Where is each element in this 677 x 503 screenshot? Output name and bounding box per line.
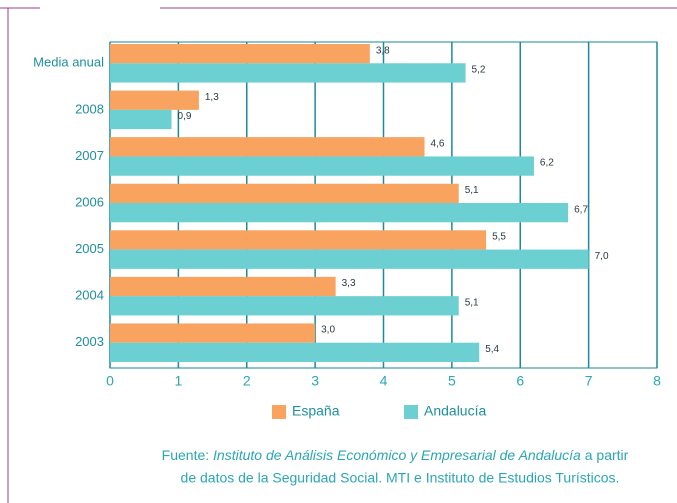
legend-swatch [272,405,286,419]
value-label: 5,4 [485,344,499,355]
x-tick-label: 0 [106,373,114,389]
legend-swatch [404,405,418,419]
bar [110,249,589,269]
bar [110,44,370,64]
source-line-2: de datos de la Seguridad Social. MTI e I… [181,470,620,486]
bar [110,296,459,316]
bar [110,276,336,297]
y-tick-label: 2006 [75,194,104,209]
x-tick-label: 2 [243,373,251,389]
source-line-1: Fuente: Instituto de Análisis Económico … [162,447,629,463]
value-label: 4,6 [431,138,445,149]
source-prefix: Fuente: [162,447,209,463]
y-tick-label: 2007 [75,148,104,163]
bar [110,342,480,362]
bar [110,156,534,176]
value-label: 7,0 [595,251,609,262]
value-label: 3,8 [376,45,390,56]
source-end: a partir [585,447,629,463]
x-tick-label: 3 [311,373,319,389]
bar [110,230,487,250]
value-label: 5,1 [465,185,479,196]
x-tick-label: 7 [585,373,593,389]
x-tick-label: 5 [448,373,456,389]
y-tick-label: 2003 [75,334,104,349]
bar [110,63,466,83]
legend-label: Andalucía [424,403,486,419]
value-label: 0,9 [178,111,192,122]
y-tick-label: 2008 [75,101,104,116]
bar [110,90,199,110]
x-tick-label: 6 [516,373,524,389]
bar [110,323,316,343]
value-label: 6,7 [574,204,588,215]
bar [110,203,569,223]
value-label: 1,3 [205,92,219,103]
value-label: 5,5 [492,232,506,243]
value-label: 5,2 [472,65,486,76]
y-tick-label: Media anual [33,55,104,70]
y-tick-label: 2004 [75,288,104,303]
y-tick-label: 2005 [75,241,104,256]
value-label: 6,2 [540,158,554,169]
value-label: 3,3 [342,278,356,289]
bar [110,109,172,130]
x-tick-label: 8 [653,373,661,389]
x-tick-label: 4 [380,373,388,389]
bar [110,183,459,203]
value-label: 5,1 [465,297,479,308]
value-label: 3,0 [321,325,335,336]
bar [110,137,425,157]
legend-label: España [292,403,340,419]
x-tick-label: 1 [174,373,182,389]
source-institution: Instituto de Análisis Económico y Empres… [213,447,581,463]
